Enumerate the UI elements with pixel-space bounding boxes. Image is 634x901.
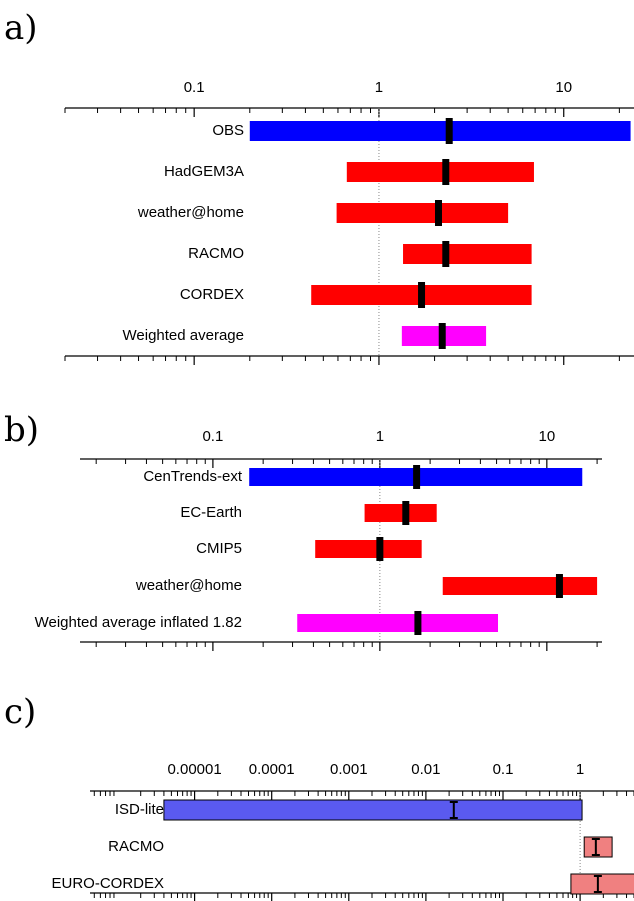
interval-bar [346,162,534,182]
best-estimate [438,323,446,349]
row-label: CenTrends-ext [143,468,242,485]
row-label: RACMO [108,838,164,855]
x-tick-label: 0.1 [493,761,514,778]
row-label: ISD-lite [115,801,164,818]
best-estimate [402,501,410,525]
plot-area [163,791,634,895]
best-estimate [445,118,453,144]
x-tick-label: 10 [555,79,572,96]
interval-bar [570,873,634,895]
panel-label: b) [4,410,39,450]
interval-bar [364,504,437,522]
interval-bar [297,614,499,632]
x-tick-label: 0.1 [184,79,205,96]
x-tick-label: 1 [576,761,584,778]
best-estimate [413,465,421,489]
best-estimate [414,611,422,635]
interval-bar [315,540,422,558]
row-label: weather@home [135,577,242,594]
row-label: EC-Earth [180,504,242,521]
row-label: OBS [212,122,244,139]
x-tick-label: 1 [376,428,384,445]
row-label: Weighted average [123,327,244,344]
row-label: RACMO [188,245,244,262]
interval-bar [583,836,613,858]
row-label: CORDEX [180,286,244,303]
row-label: weather@home [137,204,244,221]
row-label: CMIP5 [196,540,242,557]
best-estimate [442,159,450,185]
interval-bar [336,203,509,223]
best-estimate [555,574,563,598]
best-estimate [376,537,384,561]
x-tick-label: 0.1 [202,428,223,445]
row-label: EURO-CORDEX [51,875,164,892]
x-tick-label: 0.01 [411,761,440,778]
best-estimate [434,200,442,226]
x-tick-label: 1 [375,79,383,96]
interval-bar [163,799,583,821]
best-estimate [591,838,600,856]
row-label: Weighted average inflated 1.82 [35,614,242,631]
interval-bar [403,244,532,264]
x-tick-label: 0.0001 [249,761,295,778]
panel-label: c) [4,692,36,732]
panel-label: a) [4,8,38,48]
best-estimate [418,282,426,308]
interval-bar [442,577,598,595]
x-tick-label: 10 [538,428,555,445]
row-label: HadGEM3A [164,163,244,180]
plot-area [249,459,598,642]
x-tick-label: 0.00001 [167,761,221,778]
interval-bar [249,121,631,141]
best-estimate [442,241,450,267]
plot-area [249,108,631,356]
best-estimate [449,801,458,819]
x-tick-label: 0.001 [330,761,368,778]
best-estimate [593,875,602,893]
